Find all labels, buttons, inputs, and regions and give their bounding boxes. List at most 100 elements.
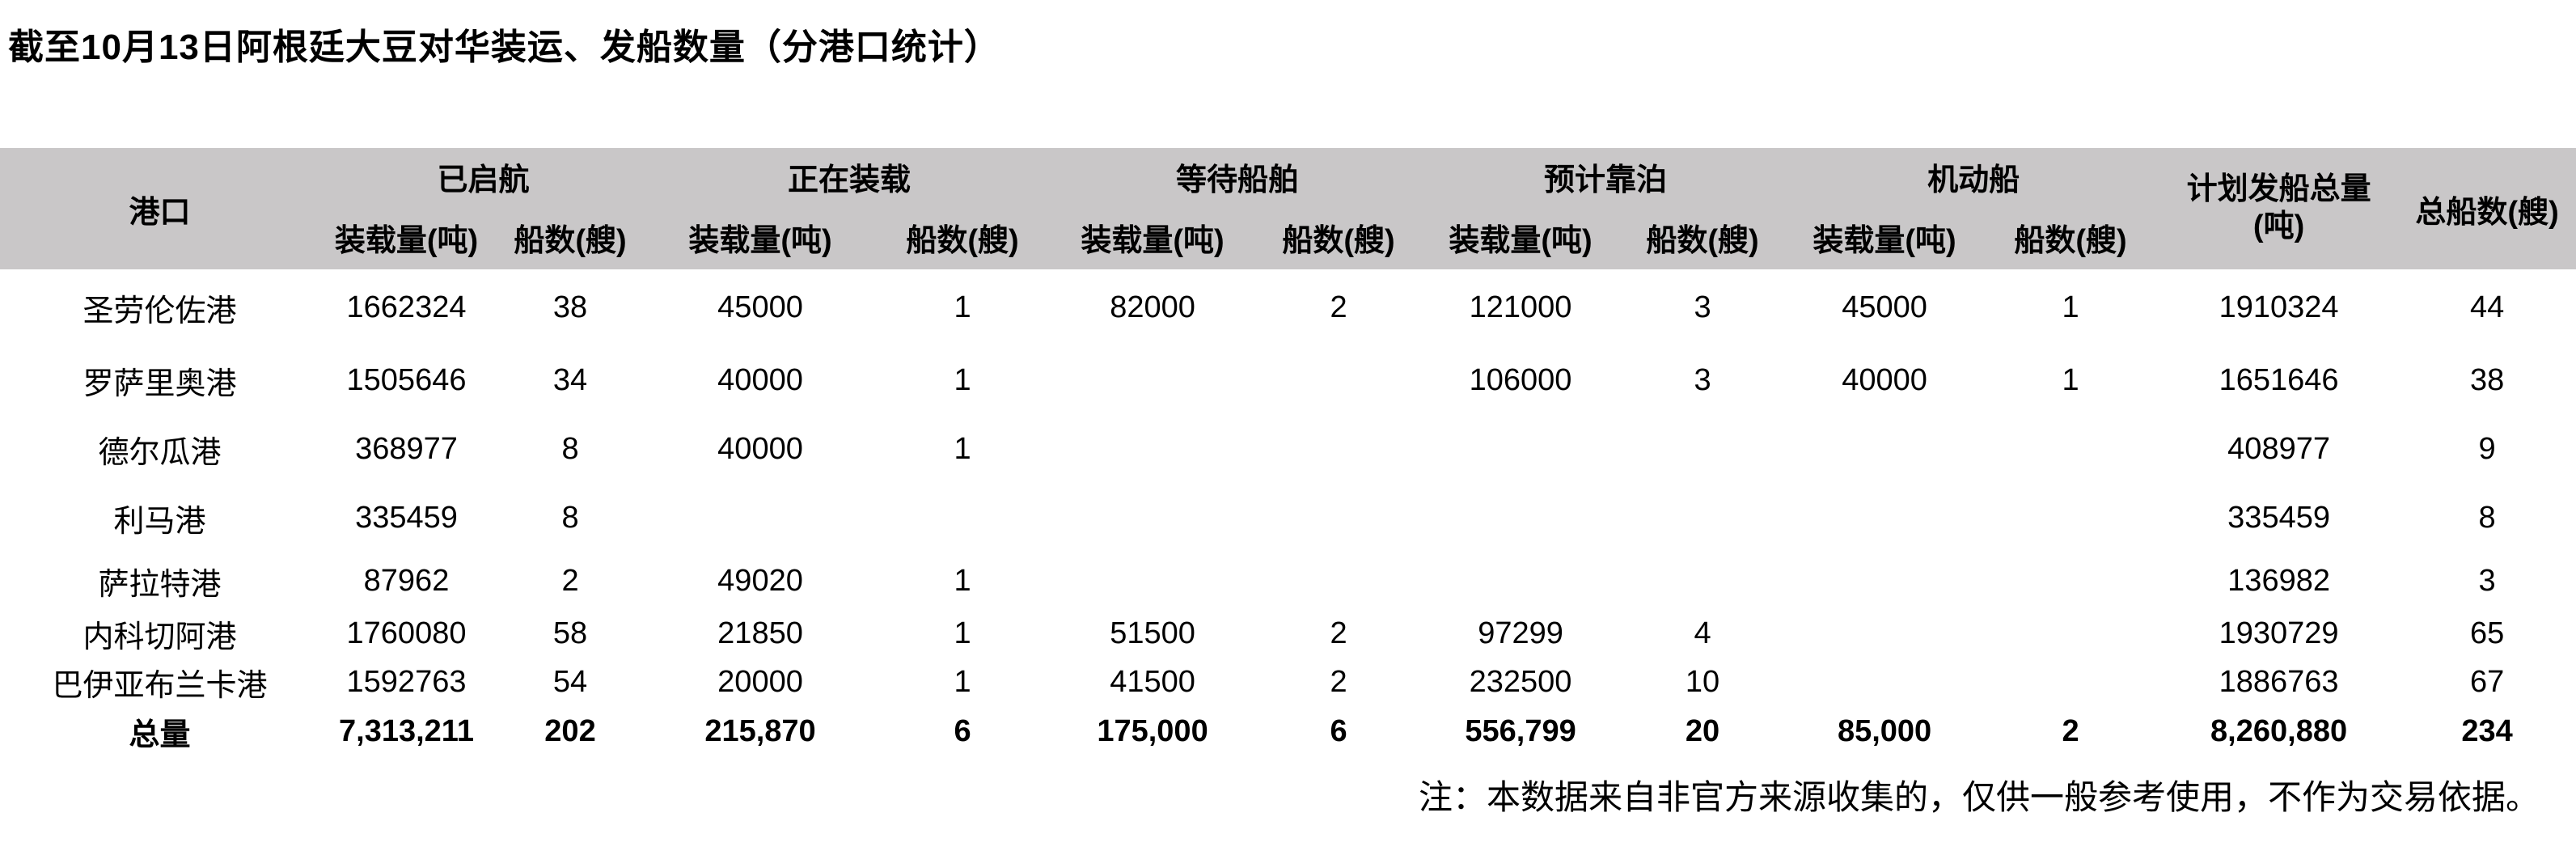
value-cell: [1787, 484, 1982, 552]
header-loading-tonnage: 装载量(吨): [647, 205, 874, 269]
value-cell: [1423, 552, 1618, 609]
value-cell: 1: [954, 432, 971, 466]
value-cell: 9: [2478, 432, 2496, 466]
header-group-berthing: 预计靠泊: [1423, 148, 1788, 205]
value-cell: 8: [2478, 501, 2496, 535]
header-plan-total-line1: 计划发船总量: [2186, 172, 2371, 207]
value-cell: 65: [2469, 616, 2505, 650]
port-cell: 内科切阿港: [82, 620, 237, 654]
value-cell: 40000: [717, 363, 803, 397]
value-cell: 1886763: [2219, 664, 2339, 699]
value-cell: 1: [954, 290, 971, 324]
table-body: 圣劳伦佐港 1662324 38 45000 1 82000 2 121000 3 45000 1 1…: [0, 269, 2576, 756]
value-cell: 556,799: [1465, 713, 1576, 748]
table-row: 巴伊亚布兰卡港 1592763 54 20000 1 41500 2 232500 10 1886…: [0, 658, 2576, 706]
value-cell: [1982, 415, 2159, 484]
value-cell: 2: [561, 563, 579, 598]
value-cell: 3: [1694, 363, 1711, 397]
value-cell: 8,260,880: [2210, 713, 2348, 748]
value-cell: 8: [561, 432, 579, 466]
value-cell: 21850: [717, 616, 803, 650]
value-cell: 232500: [1469, 664, 1572, 699]
value-cell: 2: [2062, 713, 2079, 748]
value-cell: 202: [544, 713, 596, 748]
value-cell: 45000: [717, 290, 803, 324]
value-cell: 121000: [1469, 290, 1572, 324]
value-cell: 4: [1694, 616, 1711, 650]
header-plan-total-line2: (吨): [2252, 210, 2305, 243]
header-loading-ships: 船数(艘): [873, 205, 1052, 269]
value-cell: 38: [552, 290, 588, 324]
value-cell: 67: [2469, 664, 2505, 699]
value-cell: 1: [2062, 363, 2079, 397]
value-cell: [1787, 658, 1982, 706]
value-cell: 38: [2469, 363, 2505, 397]
table-row: 萨拉特港 87962 2 49020 1 136982 3: [0, 552, 2576, 609]
header-plan-total: 计划发船总量 (吨): [2159, 148, 2399, 269]
value-cell: [1254, 484, 1423, 552]
value-cell: 51500: [1110, 616, 1195, 650]
value-cell: 1662324: [346, 290, 467, 324]
header-waiting-tonnage: 装载量(吨): [1051, 205, 1254, 269]
header-total-ships: 总船数(艘): [2398, 148, 2576, 269]
value-cell: 34: [552, 363, 588, 397]
value-cell: [1787, 552, 1982, 609]
port-cell: 总量: [129, 717, 191, 752]
value-cell: [1982, 609, 2159, 658]
value-cell: 335459: [355, 501, 458, 535]
value-cell: 10: [1685, 664, 1720, 699]
value-cell: 6: [954, 713, 971, 748]
value-cell: 215,870: [704, 713, 816, 748]
port-cell: 萨拉特港: [98, 567, 222, 602]
header-mobile-tonnage: 装载量(吨): [1787, 205, 1982, 269]
value-cell: 368977: [355, 432, 458, 466]
value-cell: 44: [2469, 290, 2505, 324]
header-group-departed: 已启航: [319, 148, 648, 205]
value-cell: [1051, 552, 1254, 609]
table-row: 总量 7,313,211 202 215,870 6 175,000 6 556,799 20 8…: [0, 706, 2576, 756]
value-cell: 54: [552, 664, 588, 699]
value-cell: [1618, 484, 1787, 552]
value-cell: 3: [1694, 290, 1711, 324]
value-cell: [1051, 346, 1254, 415]
value-cell: 85,000: [1837, 713, 1932, 748]
value-cell: 3: [2478, 563, 2496, 598]
value-cell: 20: [1685, 713, 1720, 748]
header-berthing-ships: 船数(艘): [1618, 205, 1788, 269]
value-cell: 136982: [2227, 563, 2330, 598]
table-row: 罗萨里奥港 1505646 34 40000 1 106000 3 40000 1 1651646…: [0, 346, 2576, 415]
header-port: 港口: [0, 148, 319, 269]
value-cell: 8: [561, 501, 579, 535]
port-cell: 罗萨里奥港: [82, 367, 237, 401]
header-mobile-ships: 船数(艘): [1982, 205, 2160, 269]
value-cell: 58: [552, 616, 588, 650]
value-cell: 40000: [1842, 363, 1927, 397]
header-group-waiting: 等待船舶: [1051, 148, 1424, 205]
header-group-loading: 正在装载: [647, 148, 1052, 205]
table-row: 圣劳伦佐港 1662324 38 45000 1 82000 2 121000 3 45000 1 1…: [0, 269, 2576, 346]
footnote: 注：本数据来自非官方来源收集的，仅供一般参考使用，不作为交易依据。: [1418, 778, 2540, 816]
value-cell: 1930729: [2219, 616, 2339, 650]
value-cell: 49020: [717, 563, 803, 598]
value-cell: 2: [1330, 290, 1347, 324]
value-cell: [1254, 552, 1423, 609]
table-row: 德尔瓜港 368977 8 40000 1 408977 9: [0, 415, 2576, 484]
page-title: 截至10月13日阿根廷大豆对华装运、发船数量（分港口统计）: [8, 28, 1000, 67]
value-cell: 1760080: [346, 616, 467, 650]
value-cell: 45000: [1842, 290, 1927, 324]
value-cell: 234: [2461, 713, 2513, 748]
value-cell: 1592763: [346, 664, 467, 699]
value-cell: [1051, 484, 1254, 552]
value-cell: [1051, 415, 1254, 484]
value-cell: [1423, 415, 1618, 484]
value-cell: 175,000: [1097, 713, 1208, 748]
value-cell: 82000: [1110, 290, 1195, 324]
value-cell: 335459: [2227, 501, 2330, 535]
value-cell: [647, 484, 873, 552]
header-berthing-tonnage: 装载量(吨): [1423, 205, 1618, 269]
shipment-table: 港口 已启航 正在装载 等待船舶 预计靠泊 机动船 计划发船总量 (吨) 总船数…: [0, 148, 2576, 756]
value-cell: 6: [1330, 713, 1347, 748]
value-cell: 1: [954, 664, 971, 699]
port-cell: 德尔瓜港: [98, 436, 222, 470]
